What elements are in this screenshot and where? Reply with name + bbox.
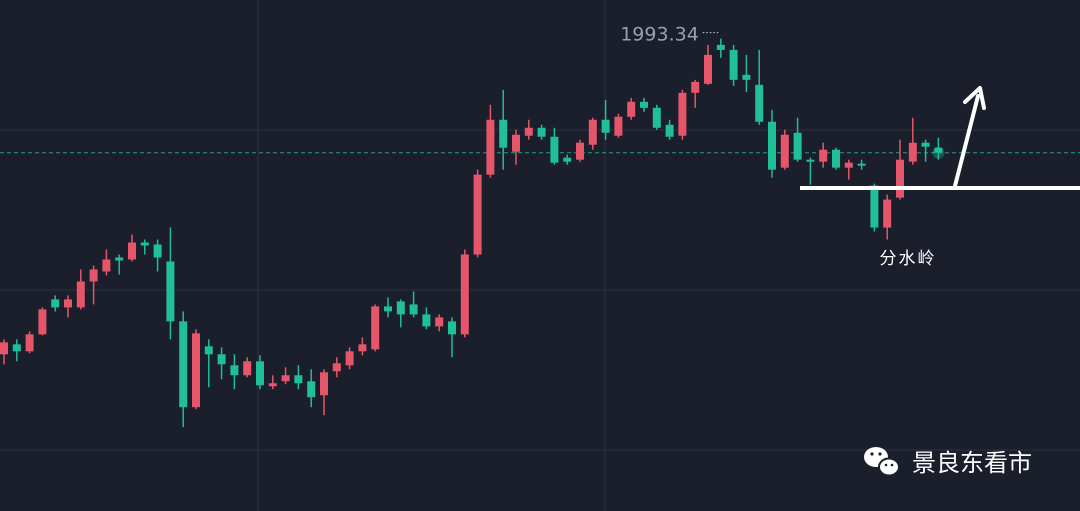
candle-body — [908, 142, 917, 162]
last-price-glow — [932, 146, 945, 159]
candle-body — [230, 365, 239, 376]
candle-body — [89, 269, 98, 282]
eye — [870, 452, 874, 456]
candle-body — [268, 383, 277, 387]
candle-body — [320, 372, 328, 396]
candle-body — [294, 375, 303, 384]
candle-body — [409, 304, 418, 315]
candle-body — [128, 242, 136, 260]
candle-body — [640, 101, 648, 108]
candle-body — [614, 116, 623, 136]
candle-body — [102, 259, 111, 272]
arrow-head — [963, 86, 986, 110]
candle-body — [819, 149, 828, 162]
candle-body — [934, 147, 943, 153]
candle-body — [307, 381, 316, 398]
candle-body — [64, 299, 72, 308]
candle-body — [550, 136, 559, 163]
candle-body — [716, 44, 725, 50]
candle-body — [38, 309, 47, 335]
candles: 1993.34 — [0, 24, 1080, 428]
candle-body — [576, 142, 584, 160]
wechat-icon — [864, 447, 900, 477]
candle-body — [832, 149, 840, 168]
arrow-shaft — [953, 94, 980, 188]
candle-body — [486, 119, 495, 175]
candle-body — [371, 306, 380, 350]
candle-body — [844, 162, 853, 168]
candle-body — [768, 121, 776, 170]
candle-body — [192, 333, 200, 408]
candle-body — [460, 254, 469, 335]
max-label: 1993.34 — [620, 24, 699, 46]
candle-body — [883, 199, 892, 228]
candle-body — [806, 159, 815, 162]
candle-body — [691, 81, 700, 93]
candle-body — [12, 344, 21, 352]
candle-body — [217, 354, 226, 365]
candle-body — [473, 174, 482, 255]
candle-body — [755, 84, 764, 122]
candle-body — [896, 159, 904, 198]
candle-body — [140, 242, 149, 246]
watermark: 景良东看市 — [912, 449, 1032, 477]
candle-body — [51, 299, 60, 308]
candle-body — [0, 342, 8, 355]
candle-body — [179, 321, 188, 408]
candle-body — [652, 107, 661, 128]
candle-body — [793, 132, 802, 160]
candle-body — [166, 261, 175, 322]
candle-body — [704, 54, 712, 84]
candle-body — [25, 334, 34, 352]
candle-body — [524, 127, 533, 136]
candle-body — [204, 346, 213, 355]
candle-body — [448, 321, 456, 335]
candle-body — [870, 185, 879, 228]
candle-body — [537, 127, 546, 137]
eye — [884, 463, 888, 467]
bubble — [878, 457, 900, 477]
candle-body — [243, 361, 252, 376]
candle-body — [921, 142, 930, 147]
candle-body — [115, 257, 124, 261]
candle-body — [358, 344, 367, 352]
candle-body — [281, 375, 290, 382]
candle-body — [742, 74, 751, 80]
candle-body — [499, 119, 508, 148]
annotation: 分水岭 — [880, 249, 937, 269]
eye — [878, 452, 882, 456]
candle-body — [512, 134, 520, 152]
eye — [890, 463, 894, 467]
candle-body — [435, 317, 444, 327]
candle-body — [153, 244, 162, 258]
candle-body — [601, 119, 610, 133]
candle-body — [422, 314, 431, 327]
candle-body — [256, 361, 264, 386]
candle-body — [729, 49, 738, 80]
candle-body — [396, 301, 405, 315]
candle-body — [627, 101, 636, 117]
candle-body — [76, 281, 85, 308]
candle-body — [665, 124, 674, 137]
candle-body — [345, 351, 354, 366]
candle-body — [588, 119, 597, 145]
candle-body — [780, 134, 789, 168]
candle-body — [678, 92, 687, 136]
candle-body — [384, 306, 392, 312]
candle-body — [332, 363, 341, 372]
candle-body — [563, 157, 572, 162]
candle-body — [857, 163, 866, 166]
